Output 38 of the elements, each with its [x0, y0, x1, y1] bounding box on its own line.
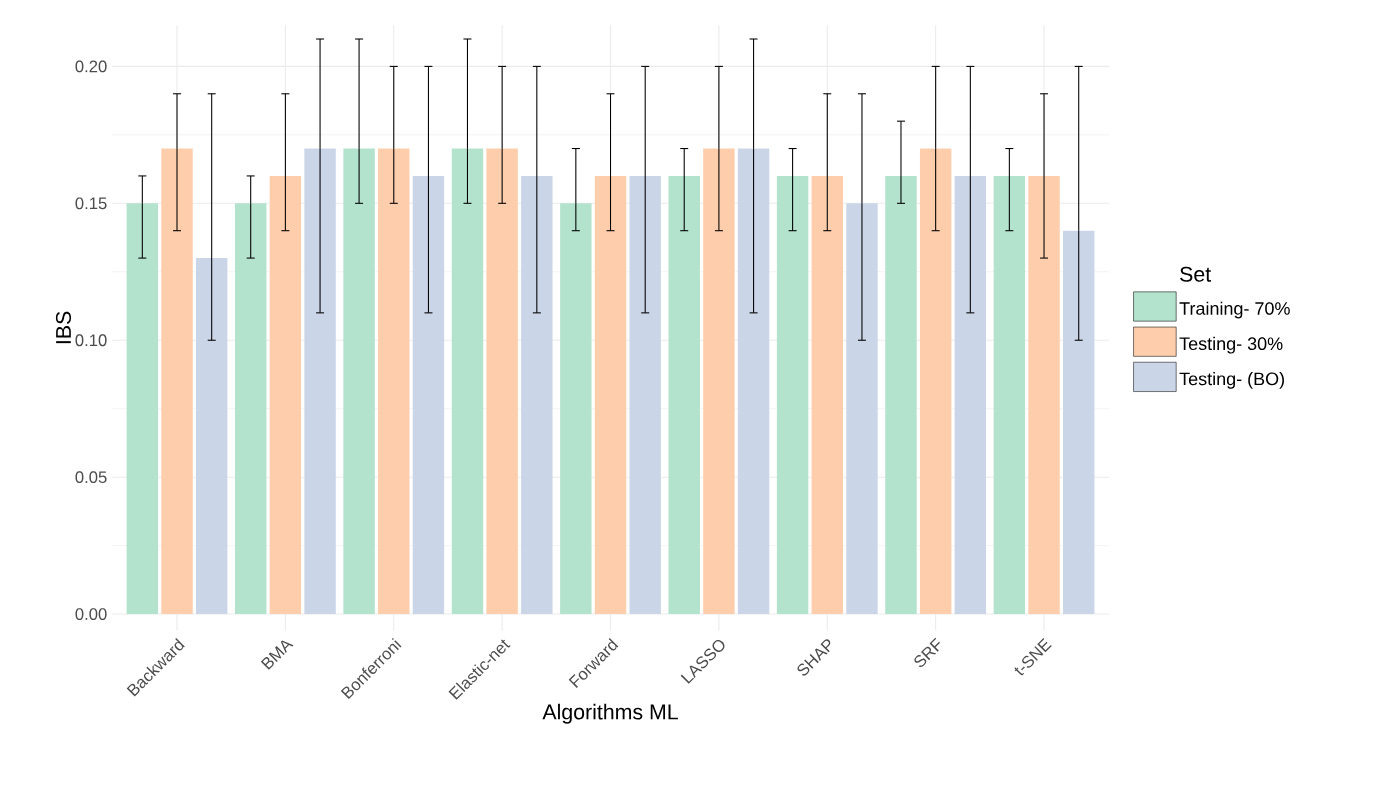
- bar: [846, 203, 878, 615]
- bar: [737, 148, 770, 615]
- legend-title: Set: [1180, 266, 1211, 282]
- bar: [195, 258, 228, 615]
- bar: [629, 175, 661, 615]
- bar: [378, 148, 410, 615]
- bar: [234, 203, 267, 615]
- bar: [993, 175, 1026, 615]
- bar: [521, 175, 553, 615]
- legend-label: Testing- (BO): [1179, 371, 1284, 389]
- bar: [126, 203, 159, 615]
- y-tick-label: 0.00: [75, 608, 107, 620]
- bar: [161, 148, 193, 615]
- bar: [594, 175, 627, 615]
- bar: [412, 175, 445, 615]
- y-axis-title: IBS: [55, 311, 72, 344]
- bar: [776, 175, 809, 615]
- bar: [811, 175, 843, 615]
- bar: [668, 175, 700, 615]
- y-tick-label: 0.15: [75, 197, 107, 210]
- bar: [1028, 175, 1060, 615]
- legend-label: Training- 70%: [1179, 301, 1290, 319]
- y-tick-label: 0.20: [75, 60, 107, 73]
- bar: [560, 203, 592, 615]
- bar: [451, 148, 484, 615]
- bar: [703, 148, 735, 615]
- bar: [343, 148, 375, 615]
- y-tick-label: 0.10: [75, 334, 107, 347]
- bar: [919, 148, 952, 615]
- bar: [269, 175, 302, 615]
- bar: [954, 175, 987, 615]
- x-axis-title: Algorithms ML: [542, 703, 678, 724]
- bar: [885, 175, 917, 615]
- bar: [304, 148, 336, 615]
- bar: [486, 148, 518, 615]
- legend-label: Testing- 30%: [1179, 336, 1283, 354]
- y-tick-label: 0.05: [75, 471, 107, 483]
- bar: [1063, 230, 1095, 615]
